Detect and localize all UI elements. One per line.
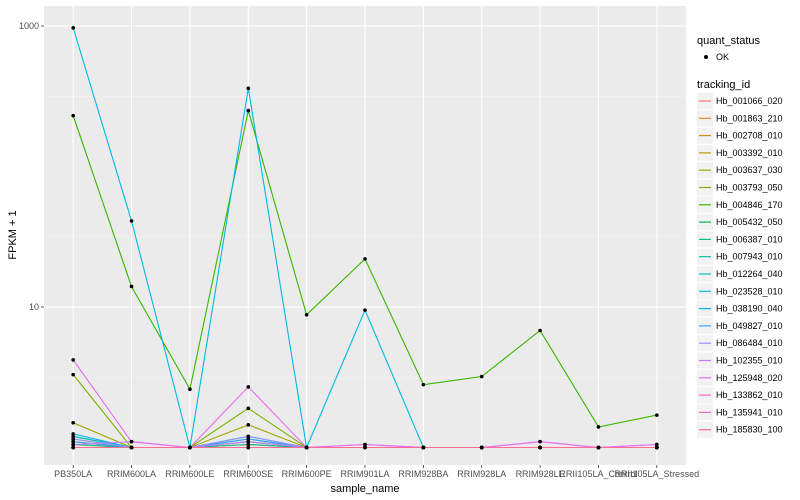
legend-label: Hb_185830_100 (716, 425, 783, 435)
y-axis: 10 1000 (19, 21, 44, 312)
x-tick-label: RRII105LA_Stressed (615, 469, 700, 479)
data-point (246, 86, 251, 91)
legend: quant_status OK tracking_id Hb_001066_02… (697, 35, 783, 438)
x-tick-label: RRIM928LA (457, 469, 506, 479)
legend-label: Hb_086484_010 (716, 338, 783, 348)
data-point (246, 439, 251, 444)
legend-label: Hb_125948_020 (716, 373, 783, 383)
data-point (538, 445, 542, 450)
legend-label: Hb_002708_010 (716, 131, 783, 141)
legend-label: Hb_007943_010 (716, 252, 783, 262)
data-point (304, 313, 309, 317)
data-point (655, 445, 659, 450)
legend-label: Hb_133862_010 (716, 390, 783, 400)
data-point (246, 108, 251, 113)
data-points (71, 26, 659, 450)
data-point (246, 423, 251, 427)
data-point (596, 445, 601, 450)
data-point (596, 425, 601, 429)
legend-label: Hb_003793_050 (716, 183, 783, 193)
data-point (71, 445, 75, 450)
data-point (538, 439, 542, 444)
legend-label: Hb_003637_030 (716, 165, 783, 175)
legend-label: Hb_012264_040 (716, 269, 783, 279)
data-point (655, 442, 659, 447)
y-tick-label: 1000 (19, 21, 39, 31)
data-point (71, 420, 75, 425)
legend-label: Hb_004846_170 (716, 200, 783, 210)
y-axis-title: FPKM + 1 (7, 210, 19, 259)
legend-tracking-id-title: tracking_id (697, 79, 750, 91)
data-point (246, 434, 251, 439)
legend-label: Hb_038190_040 (716, 304, 783, 314)
legend-label: Hb_135941_010 (716, 407, 783, 417)
data-point (129, 219, 134, 223)
legend-items: Hb_001066_020 Hb_001863_210 Hb_002708_010 H… (697, 93, 783, 438)
legend-label: Hb_005432_050 (716, 217, 783, 227)
data-point (129, 284, 134, 289)
data-point (188, 445, 192, 450)
x-axis-title: sample_name (330, 483, 399, 495)
data-point (479, 374, 484, 379)
data-point (479, 445, 484, 450)
data-point (71, 434, 75, 439)
data-point (246, 385, 251, 389)
data-point (129, 445, 134, 450)
data-point (71, 432, 75, 436)
data-point (246, 437, 251, 441)
x-tick-label: RRIM928LE (516, 469, 565, 479)
data-point (246, 445, 251, 450)
x-axis: PB350LA RRIM600LA RRIM600LE RRIM600SE RRIM60… (54, 465, 699, 479)
data-point (246, 406, 251, 411)
data-point (538, 328, 542, 333)
x-tick-label: RRIM928BA (398, 469, 448, 479)
grid (44, 6, 686, 465)
data-point (129, 439, 134, 444)
data-point (246, 442, 251, 447)
data-point (71, 442, 75, 447)
data-point (655, 413, 659, 417)
data-point (363, 442, 367, 447)
data-point (421, 445, 426, 450)
x-tick-label: PB350LA (54, 469, 92, 479)
legend-label: Hb_001066_020 (716, 96, 783, 106)
x-tick-label: RRII105LA_Control (559, 469, 637, 479)
legend-label: Hb_102355_010 (716, 356, 783, 366)
legend-label: Hb_006387_010 (716, 234, 783, 244)
legend-quant-status-label: OK (716, 52, 729, 62)
legend-label: Hb_023528_010 (716, 286, 783, 296)
x-tick-label: RRIM600LE (165, 469, 214, 479)
x-tick-label: RRIM600PE (282, 469, 332, 479)
data-point (304, 445, 309, 450)
data-point (363, 445, 367, 450)
data-point (188, 387, 192, 391)
x-tick-label: RRIM600SE (223, 469, 273, 479)
data-point (71, 437, 75, 441)
data-point (71, 439, 75, 444)
data-point (363, 308, 367, 312)
data-point (71, 26, 75, 30)
data-point (363, 257, 367, 261)
x-tick-label: RRIM901LA (340, 469, 389, 479)
y-tick-label: 10 (29, 302, 39, 312)
data-point (71, 372, 75, 377)
legend-label: Hb_003392_010 (716, 148, 783, 158)
legend-quant-status-title: quant_status (697, 35, 760, 47)
data-point (71, 358, 75, 362)
legend-label: Hb_049827_010 (716, 321, 783, 331)
data-point (421, 382, 426, 387)
x-tick-label: RRIM600LA (107, 469, 156, 479)
legend-quant-status-point (704, 55, 708, 59)
data-point (71, 113, 75, 118)
legend-label: Hb_001863_210 (716, 113, 783, 123)
